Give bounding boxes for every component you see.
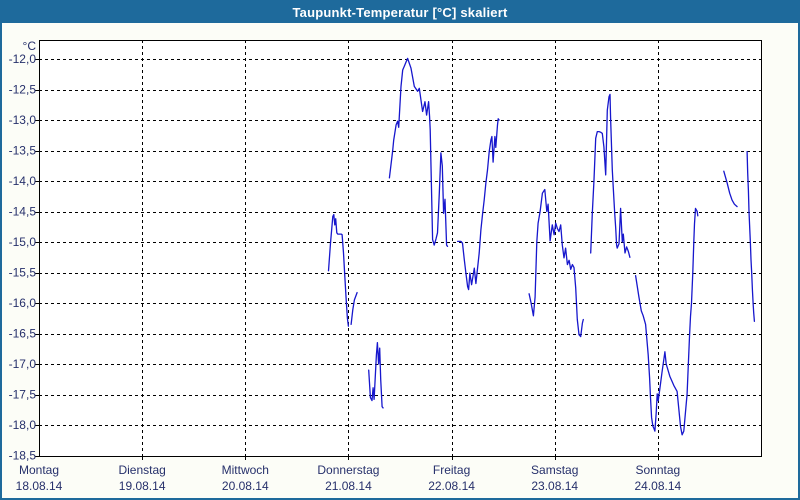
y-tick-label: -17,5 (9, 388, 37, 402)
y-tick-label: -18,5 (9, 449, 37, 463)
series-taupunkt-temperatur (327, 57, 756, 436)
gridlines (39, 40, 761, 457)
chart-title: Taupunkt-Temperatur [°C] skaliert (292, 5, 508, 20)
y-tick-label: -13,5 (9, 144, 37, 158)
series-segment (368, 341, 384, 409)
x-day-label: Freitag (433, 463, 470, 477)
y-axis-unit-label: °C (23, 39, 37, 53)
y-tick-label: -14,0 (9, 174, 37, 188)
x-axis-labels: Montag 18.08.14 Dienstag 19.08.14 Mittwoch 20… (16, 463, 682, 493)
y-tick-label: -12,5 (9, 83, 37, 97)
x-date-label: 23.08.14 (531, 479, 578, 493)
y-axis-labels: °C-12,0 -12,5 -13,0 -13,5 -14,0 -14,5 -15,0 -15… (9, 39, 37, 463)
x-day-label: Dienstag (118, 463, 165, 477)
x-date-label: 21.08.14 (325, 479, 372, 493)
series-segment (350, 291, 358, 326)
x-date-label: 18.08.14 (16, 479, 63, 493)
x-day-label: Mittwoch (222, 463, 269, 477)
series-segment (590, 93, 631, 258)
x-day-label: Sonntag (635, 463, 680, 477)
x-day-label: Donnerstag (317, 463, 379, 477)
series-segment (327, 213, 350, 327)
y-tick-label: -16,0 (9, 296, 37, 310)
series-segment (456, 118, 500, 291)
series-segment (388, 57, 449, 247)
chart-title-bar: Taupunkt-Temperatur [°C] skaliert (2, 2, 798, 23)
x-date-label: 24.08.14 (634, 479, 681, 493)
series-segment (746, 151, 756, 322)
series-segment (528, 188, 584, 338)
y-tick-label: -17,0 (9, 357, 37, 371)
y-tick-label: -12,0 (9, 52, 37, 66)
x-day-label: Samstag (531, 463, 578, 477)
y-tick-label: -13,0 (9, 113, 37, 127)
series-segment (634, 207, 699, 436)
x-date-label: 19.08.14 (119, 479, 166, 493)
y-tick-label: -14,5 (9, 205, 37, 219)
y-tick-label: -15,0 (9, 235, 37, 249)
y-tick-label: -15,5 (9, 266, 37, 280)
x-day-label: Montag (19, 463, 59, 477)
y-tick-label: -16,5 (9, 327, 37, 341)
y-tick-label: -18,0 (9, 418, 37, 432)
plot-border (39, 40, 762, 457)
x-date-label: 20.08.14 (222, 479, 269, 493)
axes (35, 40, 762, 460)
series-segment (723, 170, 738, 208)
x-date-label: 22.08.14 (428, 479, 475, 493)
